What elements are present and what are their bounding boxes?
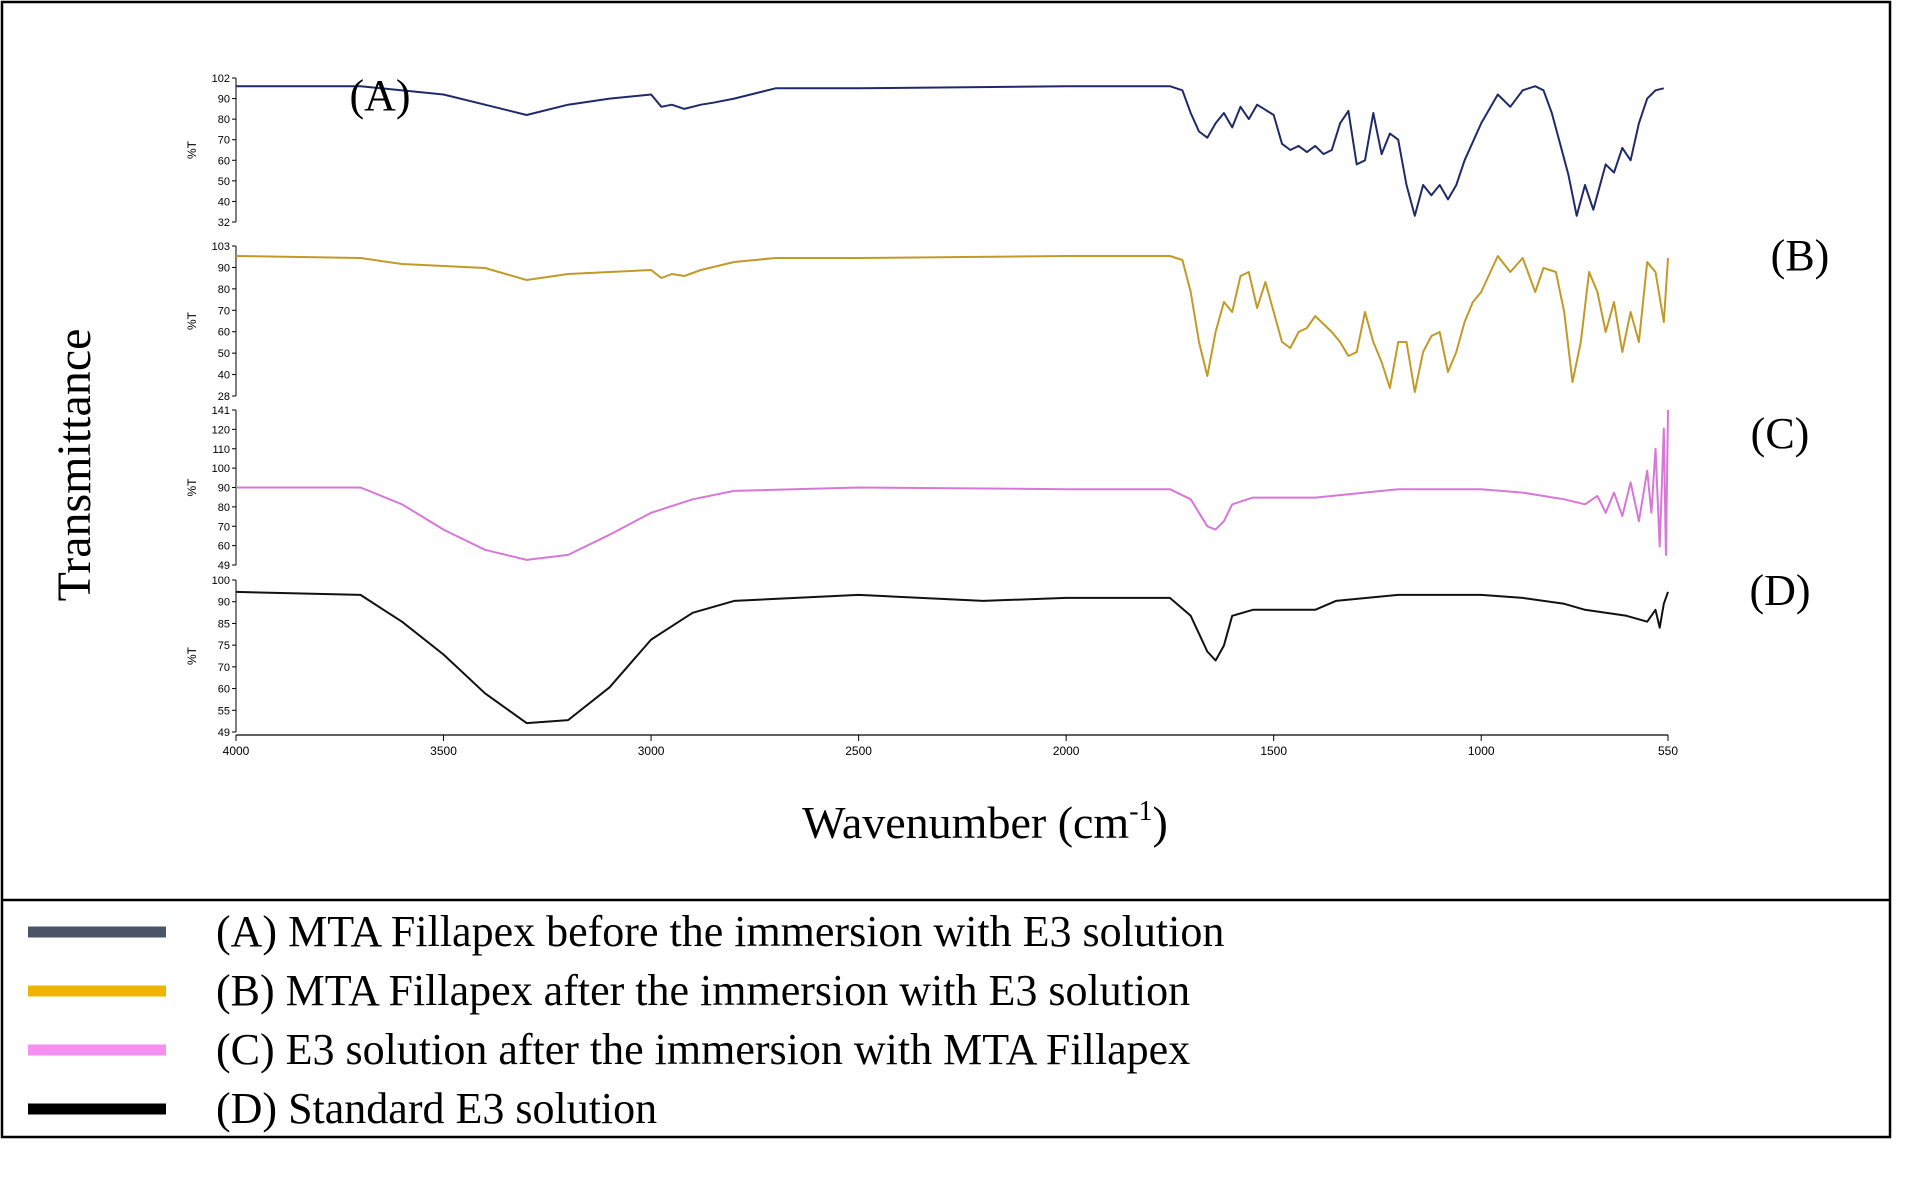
- panel-B-tick-label: 28: [218, 391, 230, 403]
- panel-D-tick-label: 100: [212, 575, 230, 587]
- x-axis-label-main: Wavenumber (cm: [802, 797, 1129, 848]
- panel-B-tick-label: 70: [218, 305, 230, 317]
- panel-B-unit-label: %T: [185, 311, 199, 330]
- panel-D-tick-label: 49: [218, 727, 230, 739]
- panel-C-tick-label: 100: [212, 463, 230, 475]
- x-tick-label: 1000: [1468, 744, 1495, 758]
- panel-C-tick-label: 120: [212, 424, 230, 436]
- legend-label-C: (C) E3 solution after the immersion with…: [216, 1025, 1190, 1074]
- panel-D-tick-label: 70: [218, 662, 230, 674]
- x-tick-label: 4000: [223, 744, 250, 758]
- panel-A-tick-label: 90: [218, 94, 230, 106]
- panel-D-tick-label: 60: [218, 684, 230, 696]
- panel-C: 141 120 110 100 90 80 70 60 49 %T (C): [185, 405, 1809, 572]
- panel-D: 100 90 85 75 70 60 55 49 %T (D): [185, 566, 1811, 739]
- x-axis-label-sup: -1: [1129, 796, 1152, 827]
- spectrum-line-A: [236, 85, 1665, 217]
- panel-B-tick-label: 50: [218, 348, 230, 360]
- x-tick-label: 3500: [430, 744, 457, 758]
- spectrum-line-B: [235, 255, 1669, 393]
- panel-B-tick-label: 80: [218, 284, 230, 296]
- panel-C-tick-label: 70: [218, 521, 230, 533]
- panel-A-tick-label: 102: [212, 73, 230, 85]
- panel-A-tick-label: 40: [218, 196, 230, 208]
- panel-C-tick-label: 60: [218, 541, 230, 553]
- panel-D-tick-label: 85: [218, 618, 230, 630]
- x-tick-label: 2000: [1053, 744, 1080, 758]
- panel-B-tick-label: 60: [218, 327, 230, 339]
- panel-label-A: (A): [349, 71, 410, 120]
- x-tick-label: 1500: [1260, 744, 1287, 758]
- panel-B: 103 90 80 70 60 50 40 28 %T (B): [185, 231, 1829, 403]
- panel-A-unit-label: %T: [185, 140, 199, 159]
- x-axis-label-close: ): [1153, 797, 1168, 848]
- panel-label-B: (B): [1771, 231, 1830, 280]
- legend: (A) MTA Fillapex before the immersion wi…: [28, 907, 1224, 1133]
- panel-D-tick-label: 55: [218, 705, 230, 717]
- spectrum-line-D: [235, 590, 1669, 725]
- panel-C-tick-label: 90: [218, 483, 230, 495]
- panel-A-tick-label: 60: [218, 155, 230, 167]
- spectra-panels: 102 90 80 70 60 50 40 32 %T (A) 103 90 80 70 60 50 40 28%…: [185, 71, 1829, 739]
- legend-label-A: (A) MTA Fillapex before the immersion wi…: [216, 907, 1224, 956]
- x-tick-label: 3000: [638, 744, 665, 758]
- panel-D-tick-label: 90: [218, 597, 230, 609]
- panel-A-tick-label: 50: [218, 176, 230, 188]
- panel-B-tick-label: 90: [218, 262, 230, 274]
- panel-B-tick-label: 103: [212, 241, 230, 253]
- x-axis: 4000 3500 3000 2500 2000 1500 1000 550: [223, 734, 1678, 758]
- legend-label-D: (D) Standard E3 solution: [216, 1084, 657, 1133]
- legend-label-B: (B) MTA Fillapex after the immersion wit…: [216, 966, 1190, 1015]
- panel-A: 102 90 80 70 60 50 40 32 %T (A): [185, 71, 1665, 229]
- panel-C-unit-label: %T: [185, 478, 199, 497]
- panel-D-unit-label: %T: [185, 646, 199, 665]
- y-axis-label: Transmittance: [48, 329, 101, 602]
- panel-D-tick-label: 75: [218, 640, 230, 652]
- panel-A-tick-label: 80: [218, 114, 230, 126]
- panel-label-C: (C): [1751, 409, 1810, 458]
- panel-A-tick-label: 70: [218, 135, 230, 147]
- x-axis-label: Wavenumber (cm-1): [802, 796, 1168, 848]
- x-tick-label: 550: [1658, 744, 1678, 758]
- panel-A-tick-label: 32: [218, 217, 230, 229]
- spectrum-line-C: [236, 409, 1669, 561]
- panel-label-D: (D): [1749, 566, 1810, 615]
- panel-C-tick-label: 80: [218, 502, 230, 514]
- panel-C-tick-label: 141: [212, 405, 230, 417]
- figure-frame: [0, 0, 1892, 1139]
- panel-C-tick-label: 110: [212, 444, 230, 456]
- panel-B-tick-label: 40: [218, 370, 230, 382]
- x-tick-label: 2500: [845, 744, 872, 758]
- panel-C-tick-label: 49: [218, 560, 230, 572]
